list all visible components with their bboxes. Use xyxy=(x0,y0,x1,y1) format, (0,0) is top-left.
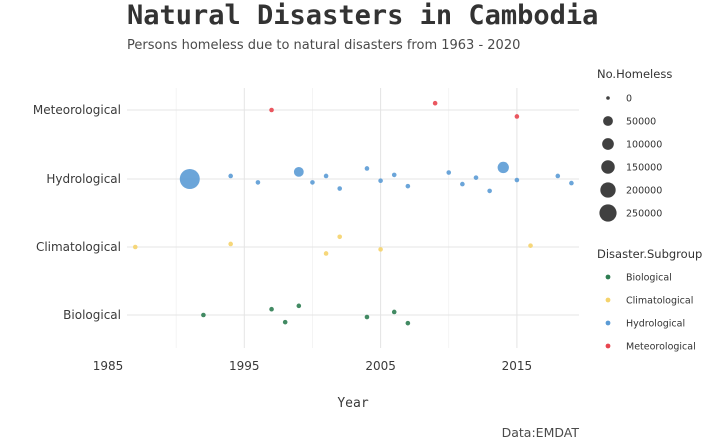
data-point-hydrological xyxy=(228,173,233,179)
data-point-meteorological xyxy=(514,114,520,119)
data-point-hydrological xyxy=(179,169,200,189)
color-legend-label: Meteorological xyxy=(626,342,696,353)
chart-subtitle: Persons homeless due to natural disaster… xyxy=(127,38,521,53)
size-legend-key xyxy=(600,182,616,198)
data-point-climatological xyxy=(528,243,533,248)
grid-lines xyxy=(127,88,579,348)
data-points xyxy=(132,100,574,326)
data-point-biological xyxy=(269,306,274,312)
color-legend-label: Climatological xyxy=(626,296,693,307)
data-point-hydrological xyxy=(391,172,397,178)
x-tick-label: 2015 xyxy=(502,359,533,373)
data-point-biological xyxy=(201,312,206,318)
data-point-hydrological xyxy=(555,173,561,179)
size-legend-label: 0 xyxy=(626,94,632,105)
data-point-hydrological xyxy=(323,173,329,179)
size-legend-title: No.Homeless xyxy=(597,67,672,81)
x-tick-label: 2005 xyxy=(365,359,396,373)
data-point-hydrological xyxy=(514,177,520,183)
size-legend-key xyxy=(602,138,614,150)
x-tick-label: 1995 xyxy=(229,359,260,373)
legend: No.Homeless 0 50000 100000 150000 200000 25000… xyxy=(597,67,702,353)
color-legend-title: Disaster.Subgroup xyxy=(597,247,702,261)
data-point-hydrological xyxy=(473,175,479,180)
color-legend-key xyxy=(605,297,611,303)
data-point-climatological xyxy=(132,244,138,250)
data-point-hydrological xyxy=(497,161,509,174)
y-tick-label: Climatological xyxy=(36,240,121,254)
x-axis-title: Year xyxy=(337,396,368,411)
data-point-biological xyxy=(391,309,397,315)
data-point-meteorological xyxy=(269,107,274,113)
size-legend-label: 100000 xyxy=(626,140,662,151)
size-legend-label: 50000 xyxy=(626,117,656,128)
data-point-hydrological xyxy=(405,183,411,189)
data-point-meteorological xyxy=(432,100,438,106)
data-point-hydrological xyxy=(378,178,383,183)
data-point-biological xyxy=(296,303,302,309)
data-point-biological xyxy=(364,314,370,320)
data-point-hydrological xyxy=(446,170,452,175)
data-point-hydrological xyxy=(293,166,304,177)
color-legend-label: Hydrological xyxy=(626,319,685,330)
data-point-climatological xyxy=(323,251,329,256)
data-point-biological xyxy=(282,319,288,325)
data-point-hydrological xyxy=(310,180,315,185)
data-point-hydrological xyxy=(364,166,370,171)
x-tick-label: 1985 xyxy=(93,359,124,373)
data-point-hydrological xyxy=(460,181,465,187)
axis-ticks: 1985 1995 2005 2015 Biological Climatological… xyxy=(33,103,532,373)
y-tick-label: Biological xyxy=(63,308,121,322)
data-point-climatological xyxy=(228,241,233,247)
data-point-hydrological xyxy=(487,188,492,194)
y-tick-label: Hydrological xyxy=(46,172,121,186)
data-point-hydrological xyxy=(569,180,574,186)
size-legend-key xyxy=(599,204,617,222)
data-point-biological xyxy=(405,320,411,326)
color-legend-key xyxy=(605,320,611,326)
size-legend-key xyxy=(606,96,610,100)
size-legend-key xyxy=(601,160,615,174)
size-legend-label: 150000 xyxy=(626,163,662,174)
color-legend-key xyxy=(605,274,611,280)
data-source-caption: Data:EMDAT xyxy=(501,425,579,440)
data-point-climatological xyxy=(378,247,383,252)
chart-title: Natural Disasters in Cambodia xyxy=(127,0,599,31)
size-legend-label: 200000 xyxy=(626,186,662,197)
data-point-hydrological xyxy=(255,180,261,185)
data-point-climatological xyxy=(337,234,343,240)
color-legend-key xyxy=(605,343,611,349)
color-legend-label: Biological xyxy=(626,273,672,284)
y-tick-label: Meteorological xyxy=(33,103,121,117)
size-legend-key xyxy=(603,116,613,126)
size-legend-label: 250000 xyxy=(626,209,662,220)
data-point-hydrological xyxy=(337,186,343,191)
